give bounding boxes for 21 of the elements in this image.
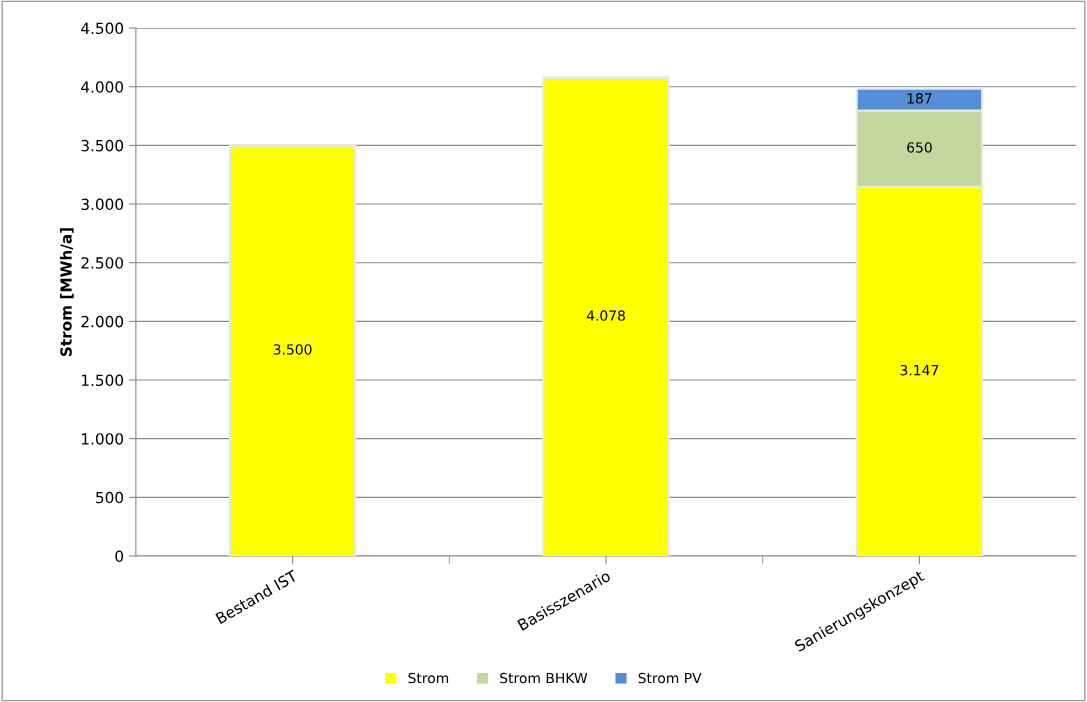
data-label: 187 (907, 93, 932, 104)
data-label: 650 (907, 142, 932, 153)
legend-label: Strom BHKW (500, 672, 588, 684)
bar (228, 144, 357, 556)
y-axis-title: Strom [MWh/a] (59, 228, 74, 357)
y-tick-label: 2.000 (81, 315, 124, 328)
data-label: 4.078 (586, 310, 625, 321)
y-tick-label: 2.500 (81, 257, 124, 269)
y-tick-label: 1.000 (82, 433, 124, 445)
legend-label: Strom PV (638, 672, 702, 684)
data-label: 3.500 (273, 344, 312, 355)
y-tick-label: 1.500 (82, 374, 124, 387)
y-tick-label: 0 (115, 550, 124, 563)
data-label: 3.147 (900, 364, 939, 376)
y-tick-label: 4.500 (81, 22, 124, 35)
bar (542, 76, 670, 556)
y-tick-label: 500 (96, 491, 124, 504)
legend-label: Strom (408, 672, 449, 684)
y-tick-label: 3.500 (81, 139, 124, 152)
y-tick-label: 3.000 (81, 198, 124, 211)
y-tick-label: 4.000 (81, 81, 124, 93)
